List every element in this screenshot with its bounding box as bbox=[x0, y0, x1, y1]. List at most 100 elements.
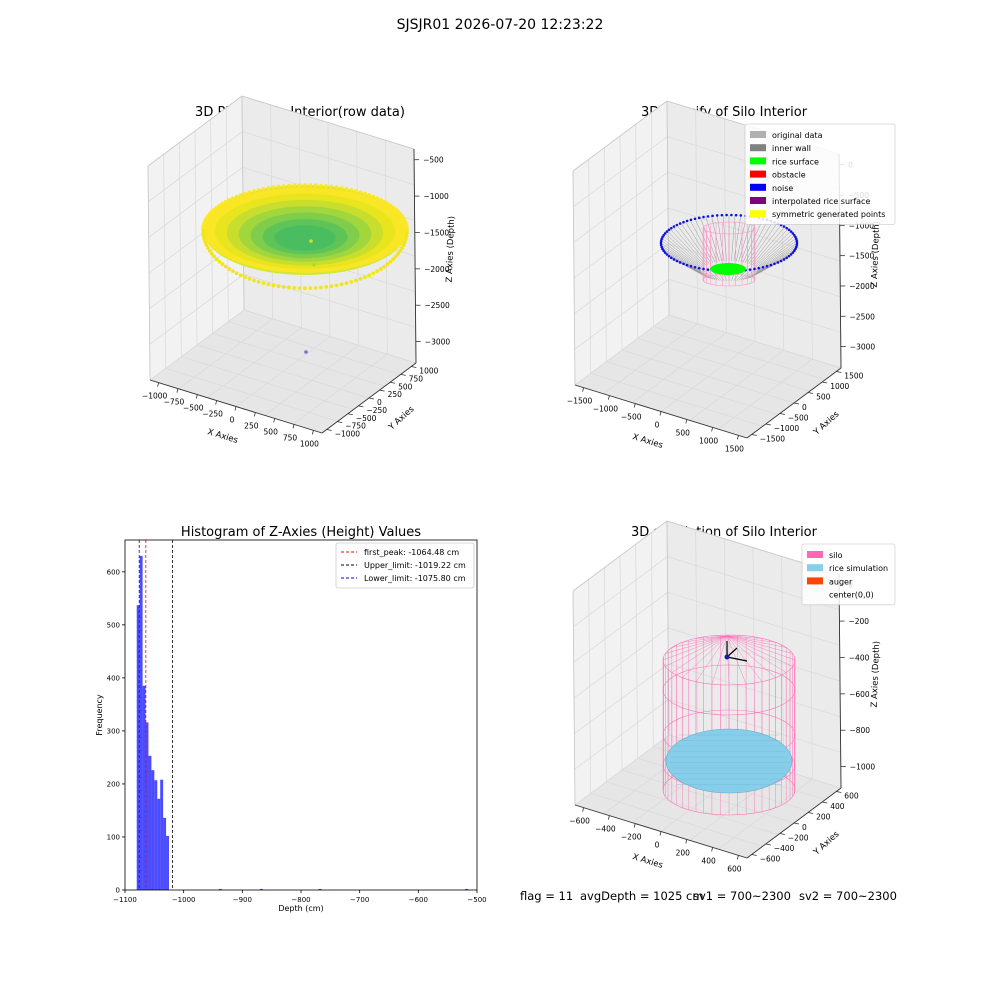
y-tick bbox=[808, 812, 814, 814]
y-tick-label: 0 bbox=[377, 398, 382, 407]
y-tick bbox=[836, 371, 842, 373]
data-point bbox=[217, 259, 222, 264]
noise-point bbox=[748, 268, 752, 271]
y-tick-label: 200 bbox=[107, 780, 120, 788]
data-point bbox=[339, 282, 344, 287]
data-point bbox=[217, 203, 222, 208]
data-point bbox=[230, 196, 235, 201]
noise-point bbox=[785, 226, 788, 230]
data-point bbox=[349, 188, 354, 192]
x-tick-label: −800 bbox=[291, 896, 310, 904]
silo-roof-line bbox=[726, 635, 793, 667]
inner-wall-line bbox=[716, 215, 725, 262]
y-tick bbox=[337, 421, 343, 424]
legend-swatch bbox=[750, 144, 766, 152]
footer-sv1: sv1 = 700~2300 bbox=[693, 889, 791, 903]
pane-edge bbox=[572, 590, 576, 806]
x-tick bbox=[215, 400, 218, 405]
y-tick-label: −500 bbox=[356, 414, 377, 423]
legend-label: Upper_limit: -1019.22 cm bbox=[364, 561, 466, 570]
silo-roof-line bbox=[726, 635, 793, 654]
y-axis-label: Y Axies bbox=[811, 409, 842, 438]
x-tick bbox=[659, 831, 662, 836]
data-point bbox=[223, 199, 228, 204]
noise-point bbox=[757, 266, 761, 270]
x-tick-label: 500 bbox=[676, 428, 691, 437]
noise-point bbox=[685, 219, 689, 223]
noise-point bbox=[787, 254, 791, 258]
noise-point bbox=[795, 239, 799, 243]
pane-edge bbox=[147, 165, 151, 381]
data-point bbox=[256, 279, 261, 284]
x-tick bbox=[582, 807, 584, 812]
inner-wall-line bbox=[722, 215, 727, 262]
noise-point bbox=[665, 253, 669, 256]
noise-point bbox=[672, 225, 676, 228]
inner-wall-line bbox=[676, 224, 708, 265]
x-tick-label: −1000 bbox=[172, 896, 196, 904]
grid-line bbox=[243, 309, 417, 364]
noise-point bbox=[678, 261, 682, 264]
x-tick-label: −500 bbox=[621, 413, 642, 422]
legend-label: noise bbox=[772, 184, 793, 193]
noise-point bbox=[670, 256, 673, 260]
noise-point bbox=[793, 233, 796, 237]
data-point bbox=[281, 285, 286, 289]
data-point bbox=[375, 269, 380, 274]
hist-bar bbox=[154, 780, 158, 890]
noise-point bbox=[765, 264, 769, 268]
y-tick bbox=[765, 423, 771, 426]
data-point bbox=[227, 197, 232, 202]
legend-swatch bbox=[750, 183, 766, 191]
data-point bbox=[203, 240, 208, 245]
hist-bar bbox=[157, 798, 161, 890]
pane-edge bbox=[572, 170, 576, 386]
footer-sv2: sv2 = 700~2300 bbox=[799, 889, 897, 903]
x-tick-label: −500 bbox=[467, 896, 486, 904]
data-point bbox=[271, 283, 276, 288]
x-tick-label: −200 bbox=[621, 833, 642, 842]
inner-wall-line bbox=[669, 228, 705, 267]
noise-point bbox=[769, 263, 773, 267]
x-tick-label: −1100 bbox=[113, 896, 137, 904]
data-point bbox=[391, 257, 396, 261]
data-point bbox=[382, 199, 387, 204]
hist-bar bbox=[465, 888, 469, 890]
z-tick-label: −1000 bbox=[849, 221, 875, 230]
legend-swatch bbox=[807, 564, 823, 572]
data-point bbox=[404, 225, 409, 230]
noise-point bbox=[659, 239, 663, 243]
silo-roof-line bbox=[726, 635, 747, 685]
y-tick bbox=[358, 405, 364, 408]
noise-point bbox=[663, 232, 667, 235]
x-tick-label: 750 bbox=[283, 433, 298, 442]
noise-point bbox=[706, 268, 710, 271]
noise-point bbox=[753, 267, 756, 271]
data-point bbox=[207, 248, 212, 253]
chart-title: Histogram of Z-Axies (Height) Values bbox=[181, 525, 421, 540]
data-point bbox=[371, 271, 376, 276]
data-point bbox=[276, 284, 281, 289]
inner-wall-line bbox=[663, 235, 703, 269]
inner-wall-line bbox=[751, 226, 785, 266]
data-point bbox=[256, 188, 261, 192]
noise-point bbox=[706, 215, 710, 218]
z-tick-label: −2500 bbox=[850, 312, 876, 321]
data-point bbox=[313, 285, 318, 290]
x-tick bbox=[711, 847, 713, 852]
silo-roof-line bbox=[726, 635, 787, 673]
hist-bar bbox=[218, 888, 222, 890]
noise-point bbox=[693, 217, 697, 221]
data-point bbox=[209, 251, 214, 256]
y-tick-label: −400 bbox=[774, 844, 795, 853]
data-point bbox=[319, 183, 323, 188]
y-tick-label: 500 bbox=[398, 382, 413, 391]
x-tick bbox=[157, 382, 159, 387]
noise-point bbox=[720, 213, 724, 217]
noise-point bbox=[663, 251, 667, 254]
legend-swatch bbox=[807, 551, 823, 558]
data-point bbox=[313, 183, 318, 188]
noise-point bbox=[730, 213, 733, 217]
silo-roof-line bbox=[726, 635, 776, 643]
